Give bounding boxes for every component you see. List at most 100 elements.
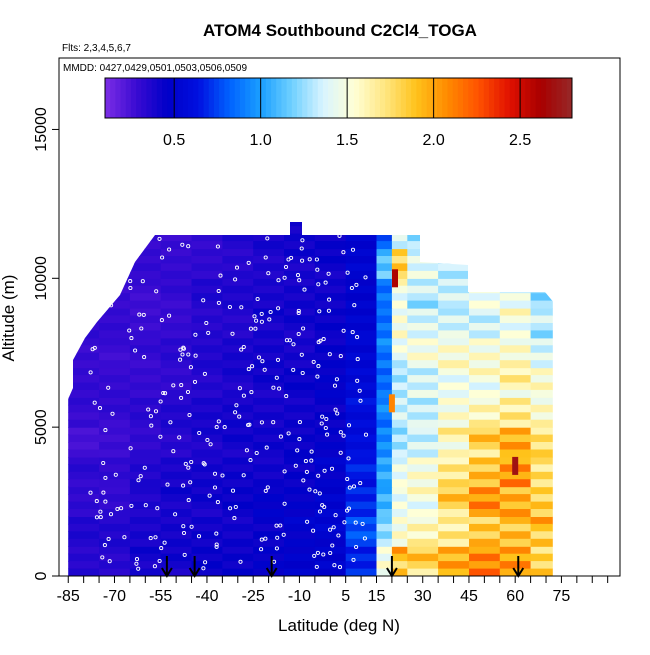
heatmap-cell bbox=[191, 360, 223, 369]
heatmap-cell bbox=[530, 270, 553, 279]
heatmap-cell bbox=[68, 226, 100, 235]
heatmap-cell bbox=[129, 308, 162, 317]
heatmap-cell bbox=[314, 278, 347, 287]
heatmap-cell bbox=[129, 226, 162, 235]
heatmap-cell bbox=[284, 464, 316, 473]
heatmap-cell bbox=[129, 523, 162, 532]
sample-point bbox=[152, 564, 157, 569]
profile-arrow bbox=[386, 556, 398, 578]
heatmap-cell bbox=[129, 561, 162, 570]
heatmap-cell bbox=[407, 442, 439, 450]
heatmap-cell bbox=[530, 263, 553, 272]
heatmap-cell bbox=[391, 315, 408, 324]
heatmap-cell bbox=[407, 553, 439, 562]
heatmap-cell bbox=[191, 323, 223, 331]
heatmap-cell bbox=[129, 516, 162, 525]
heatmap-cell bbox=[284, 523, 316, 532]
heatmap-cell bbox=[253, 352, 285, 361]
sample-point bbox=[162, 540, 167, 545]
heatmap-cell bbox=[253, 263, 285, 272]
heatmap-cell bbox=[160, 233, 193, 242]
heatmap-cell bbox=[284, 226, 316, 235]
sample-point bbox=[315, 267, 320, 272]
heatmap-cell bbox=[129, 300, 162, 309]
heatmap-cell bbox=[253, 241, 285, 250]
heatmap-cell bbox=[345, 330, 378, 339]
sample-point bbox=[351, 557, 356, 562]
sample-point bbox=[351, 484, 357, 489]
heatmap-cell bbox=[376, 531, 393, 540]
heatmap-cell bbox=[345, 419, 378, 428]
heatmap-cell bbox=[469, 226, 501, 235]
heatmap-cell bbox=[253, 222, 285, 227]
heatmap-cell bbox=[345, 360, 378, 369]
sample-point bbox=[143, 503, 148, 508]
heatmap-cell bbox=[99, 434, 131, 443]
sample-point bbox=[301, 326, 306, 331]
sample-point bbox=[171, 449, 176, 454]
heatmap-cell bbox=[499, 427, 532, 436]
heatmap-cell bbox=[376, 330, 393, 339]
heatmap-cell bbox=[222, 501, 254, 510]
heatmap-cell bbox=[68, 308, 100, 317]
sample-point bbox=[321, 337, 326, 342]
heatmap-cell bbox=[407, 568, 439, 576]
heatmap-cell bbox=[191, 345, 223, 354]
heatmap-cell bbox=[391, 434, 408, 443]
heatmap-cell bbox=[438, 233, 470, 242]
heatmap-cell bbox=[438, 270, 470, 279]
sample-point bbox=[295, 273, 301, 278]
sample-point bbox=[274, 523, 279, 528]
heatmap-cell bbox=[407, 241, 439, 250]
sample-point bbox=[215, 500, 220, 505]
colorbar-tick-label: 2.5 bbox=[509, 132, 531, 149]
heatmap-cell bbox=[376, 293, 393, 302]
heatmap-cell bbox=[222, 419, 254, 428]
heatmap-cell bbox=[284, 568, 316, 576]
heatmap-cell bbox=[391, 479, 408, 488]
heatmap-cell bbox=[391, 241, 408, 250]
heatmap-cell bbox=[191, 233, 223, 242]
heatmap-cell bbox=[99, 456, 131, 465]
sample-point bbox=[282, 501, 287, 506]
heatmap-cell bbox=[345, 486, 378, 495]
heatmap-cell bbox=[314, 553, 347, 562]
heatmap-cell bbox=[314, 501, 347, 510]
heatmap-cell bbox=[314, 568, 347, 576]
sample-point bbox=[265, 236, 270, 241]
heatmap-cell bbox=[68, 494, 100, 503]
heatmap-cell bbox=[469, 323, 501, 331]
heatmap-cell bbox=[345, 553, 378, 562]
sample-point bbox=[336, 533, 341, 538]
heatmap-cell bbox=[284, 222, 316, 227]
sample-point bbox=[246, 367, 251, 372]
sample-point bbox=[358, 481, 363, 486]
heatmap-hotspot bbox=[392, 269, 398, 288]
profile-arrows bbox=[161, 556, 525, 578]
heatmap-cell bbox=[284, 471, 316, 480]
heatmap-cell bbox=[391, 486, 408, 495]
heatmap-cell bbox=[129, 285, 162, 294]
heatmap-cell bbox=[68, 486, 100, 495]
sample-point bbox=[215, 244, 220, 249]
sample-point bbox=[216, 288, 221, 294]
heatmap-cell bbox=[499, 233, 532, 242]
sample-point bbox=[179, 395, 184, 400]
sample-point bbox=[133, 348, 138, 353]
heatmap-cell bbox=[222, 516, 254, 525]
sample-point bbox=[108, 257, 113, 262]
heatmap-cell bbox=[469, 293, 501, 302]
heatmap-cell bbox=[314, 241, 347, 250]
colorbar-segment bbox=[395, 78, 402, 118]
heatmap-cell bbox=[99, 270, 131, 279]
heatmap-cell bbox=[129, 486, 162, 495]
heatmap-cell bbox=[99, 516, 131, 525]
heatmap-cell bbox=[314, 412, 347, 421]
heatmap-cell bbox=[499, 479, 532, 488]
heatmap-cell bbox=[345, 256, 378, 264]
heatmap-cell bbox=[530, 449, 553, 458]
heatmap-cell bbox=[129, 553, 162, 562]
heatmap-cell bbox=[160, 501, 193, 510]
heatmap-cell bbox=[376, 442, 393, 450]
heatmap-cell bbox=[499, 397, 532, 406]
